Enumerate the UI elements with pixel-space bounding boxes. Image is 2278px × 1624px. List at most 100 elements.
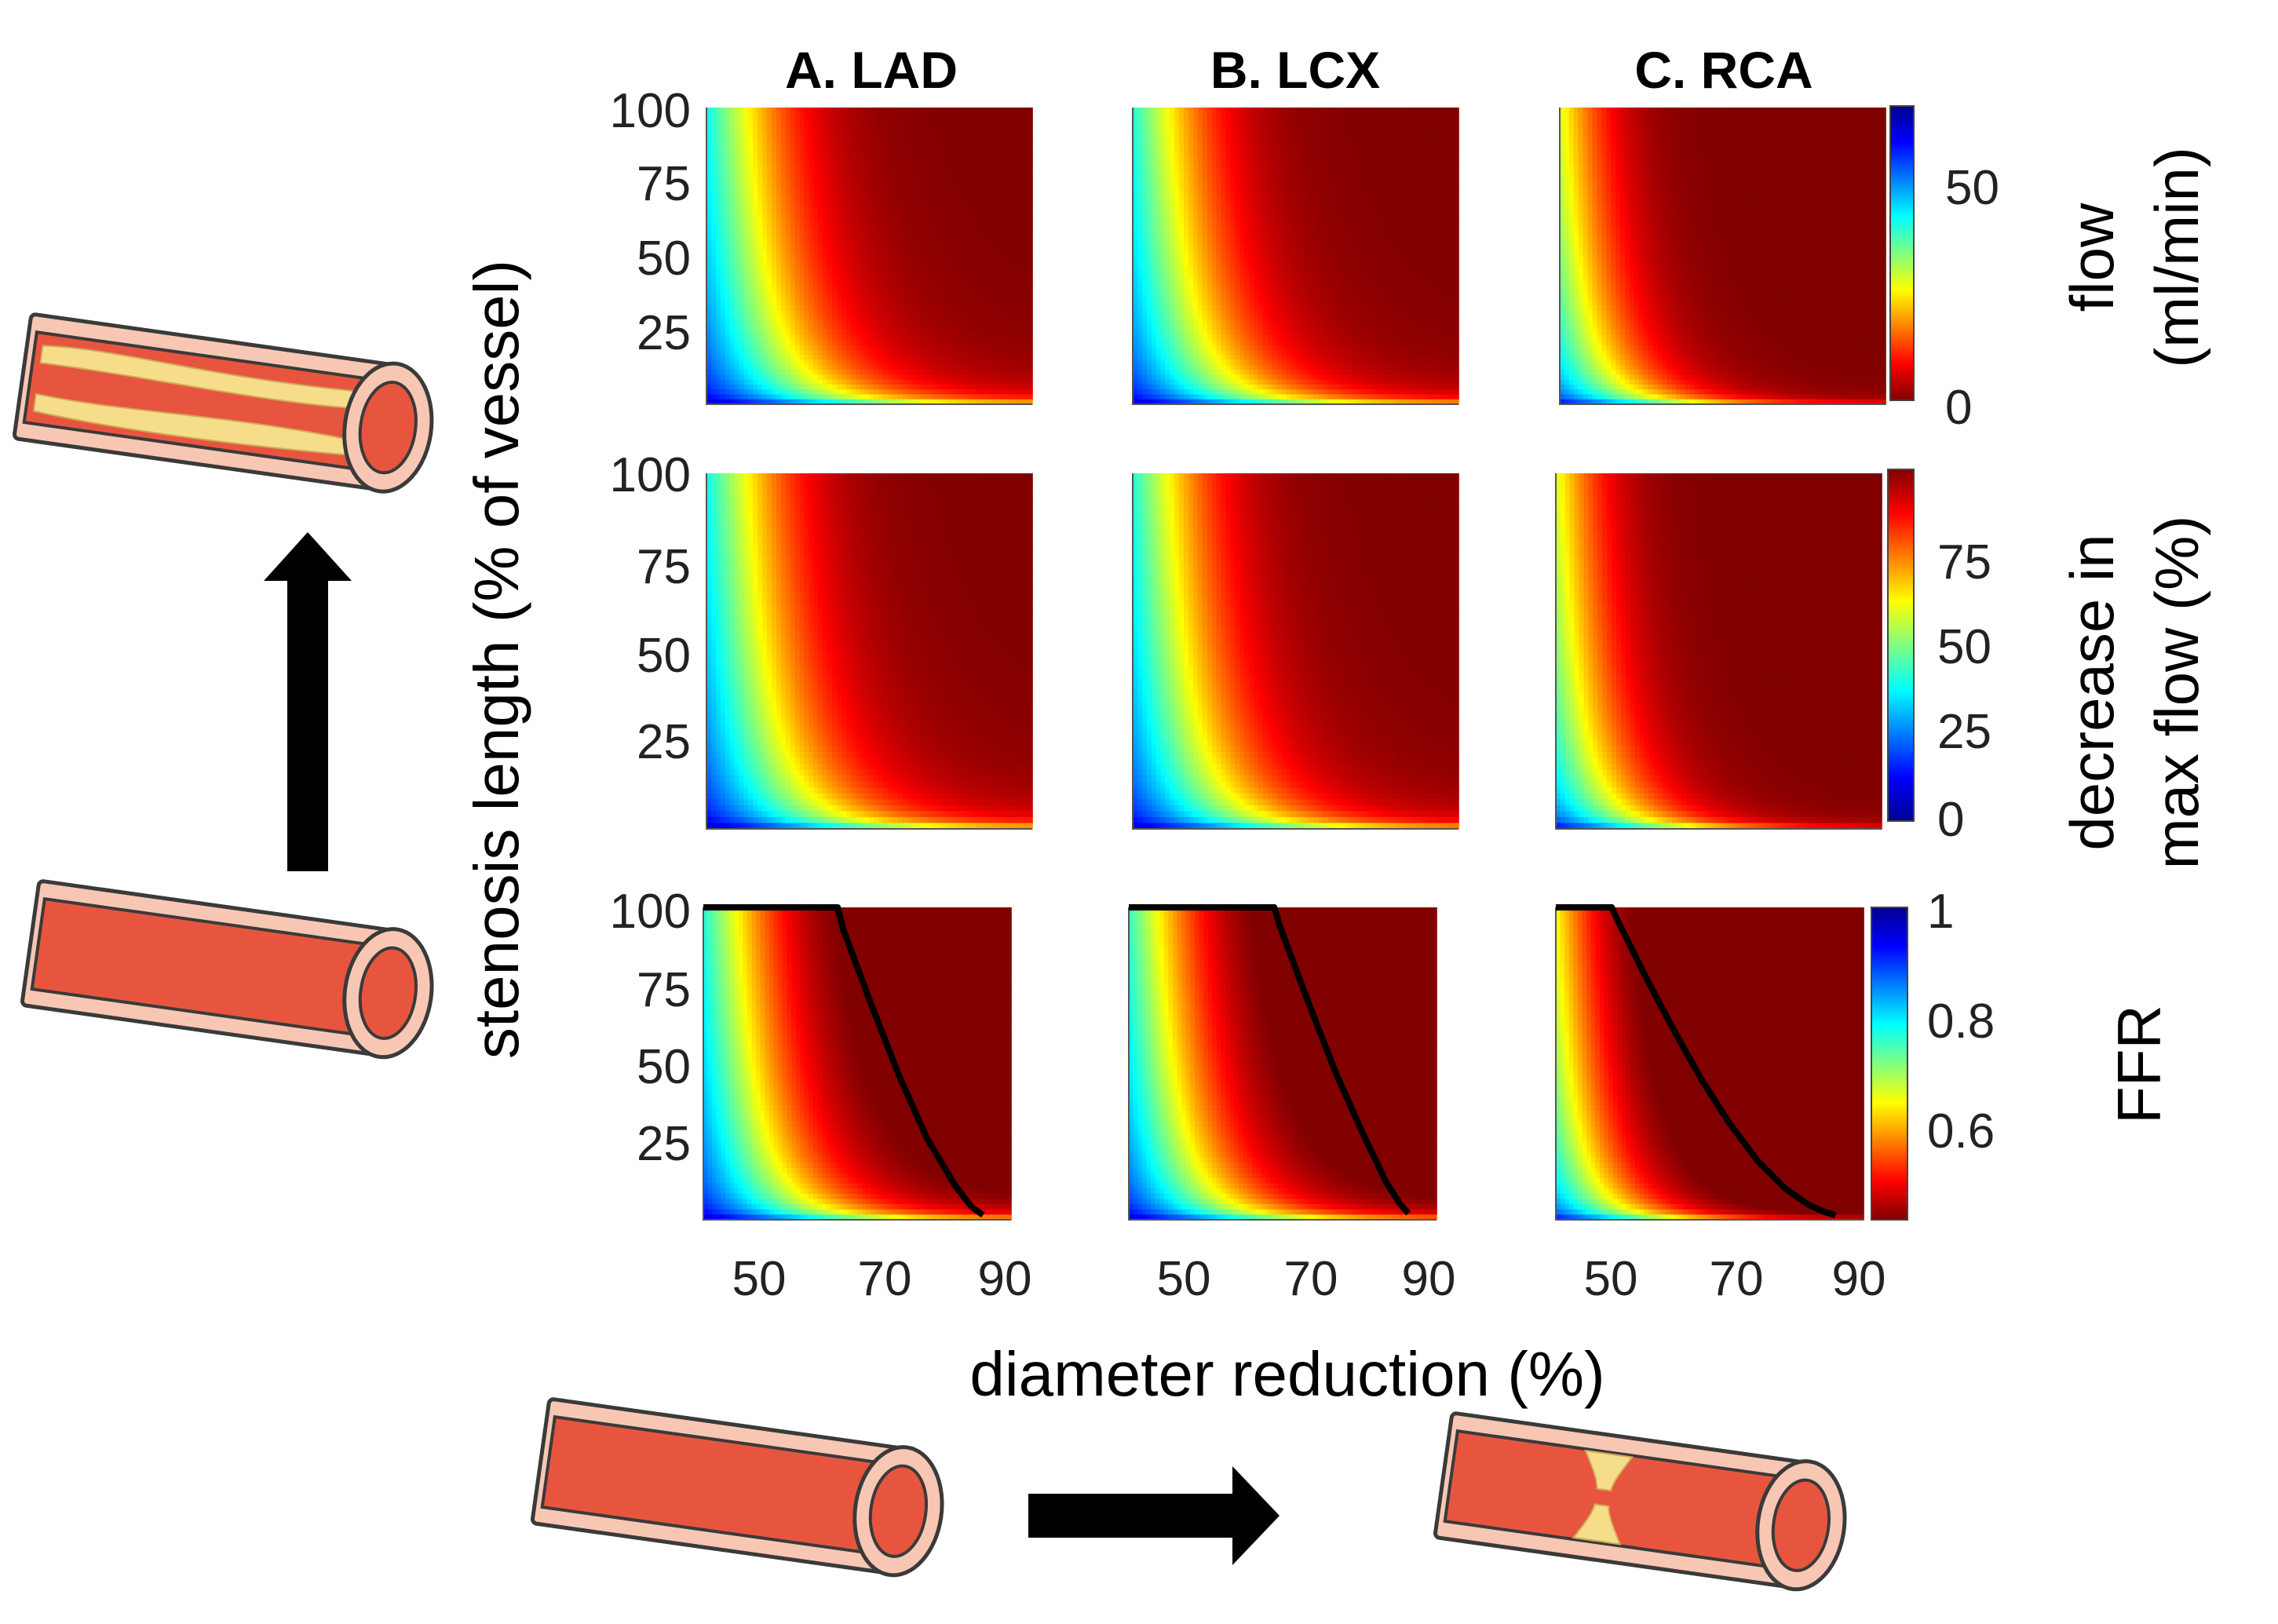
heatmap-cell (874, 345, 880, 351)
heatmap-cell (706, 201, 712, 207)
heatmap-cell (888, 192, 893, 198)
heatmap-cell (753, 177, 759, 183)
heatmap-cell (804, 151, 810, 158)
heatmap-cell (897, 394, 903, 400)
heatmap-cell (1146, 246, 1152, 252)
heatmap-cell (823, 394, 828, 400)
heatmap-cell (809, 181, 815, 188)
heatmap-cell (706, 216, 712, 222)
heatmap-cell (953, 216, 958, 222)
heatmap-cell (1009, 374, 1015, 381)
heatmap-cell (823, 310, 828, 316)
heatmap-cell (967, 211, 973, 217)
heatmap-cell (929, 201, 936, 207)
heatmap-cell (1146, 305, 1152, 312)
heatmap-cell (883, 221, 889, 227)
heatmap-cell (715, 305, 721, 312)
heatmap-cell (1141, 276, 1148, 282)
heatmap-cell (725, 112, 731, 119)
heatmap-cell (1018, 305, 1024, 312)
heatmap-cell (971, 256, 977, 262)
heatmap-cell (832, 369, 838, 375)
heatmap-cell (883, 290, 889, 297)
heatmap-cell (780, 285, 787, 291)
heatmap-cell (883, 211, 889, 217)
heatmap-cell (790, 330, 796, 336)
heatmap-cell (980, 389, 987, 396)
heatmap-cell (897, 261, 903, 267)
heatmap-cell (845, 305, 852, 312)
heatmap-cell (1179, 201, 1185, 207)
heatmap-cell (809, 216, 815, 222)
heatmap-cell (869, 181, 875, 188)
heatmap-cell (1170, 142, 1176, 148)
heatmap-cell (1160, 300, 1166, 306)
heatmap-cell (906, 211, 912, 217)
heatmap-cell (837, 270, 842, 276)
heatmap-cell (837, 147, 842, 153)
heatmap-cell (818, 261, 824, 267)
heatmap-cell (837, 132, 842, 138)
heatmap-cell (915, 226, 922, 232)
heatmap-cell (897, 319, 903, 326)
heatmap-cell (985, 345, 991, 351)
heatmap-cell (915, 265, 922, 272)
heatmap-cell (855, 369, 861, 375)
heatmap-cell (1013, 246, 1020, 252)
heatmap-cell (902, 117, 907, 123)
heatmap-cell (1170, 290, 1176, 297)
heatmap-cell (888, 117, 893, 123)
heatmap-cell (864, 325, 871, 331)
heatmap-cell (855, 132, 861, 138)
heatmap-cell (902, 221, 907, 227)
heatmap-cell (790, 186, 796, 192)
heatmap-cell (893, 379, 898, 385)
heatmap-cell (1170, 196, 1176, 203)
heatmap-cell (897, 186, 903, 192)
heatmap-cell (827, 181, 833, 188)
heatmap-cell (818, 196, 824, 203)
heatmap-cell (893, 112, 898, 119)
heatmap-cell (841, 226, 847, 232)
heatmap-cell (934, 201, 940, 207)
heatmap-cell (785, 226, 791, 232)
heatmap-cell (1165, 147, 1171, 153)
heatmap-cell (706, 261, 712, 267)
heatmap-cell (911, 137, 917, 143)
heatmap-cell (953, 221, 958, 227)
heatmap-cell (785, 166, 791, 173)
heatmap-cell (804, 186, 810, 192)
heatmap-cell (772, 290, 777, 297)
heatmap-cell (715, 270, 721, 276)
heatmap-cell (897, 399, 903, 405)
heatmap-cell (1028, 171, 1033, 177)
heatmap-cell (1155, 211, 1162, 217)
heatmap-cell (850, 147, 856, 153)
heatmap-cell (934, 235, 940, 242)
heatmap-cell (1023, 315, 1028, 321)
heatmap-cell (823, 379, 828, 385)
heatmap-cell (934, 250, 940, 257)
heatmap-cell (1174, 330, 1181, 336)
heatmap-cell (748, 334, 754, 341)
heatmap-cell (860, 157, 866, 163)
heatmap-cell (1184, 147, 1189, 153)
heatmap-cell (920, 389, 926, 396)
heatmap-cell (780, 192, 787, 198)
heatmap-cell (1137, 261, 1143, 267)
heatmap-cell (1018, 226, 1024, 232)
heatmap-cell (897, 241, 903, 247)
heatmap-cell (1179, 137, 1185, 143)
heatmap-cell (1179, 127, 1185, 133)
heatmap-cell (841, 132, 847, 138)
heatmap-cell (725, 226, 731, 232)
heatmap-cell (725, 355, 731, 361)
heatmap-cell (837, 399, 842, 405)
heatmap-cell (958, 196, 963, 203)
heatmap-cell (1151, 384, 1157, 390)
heatmap-cell (850, 355, 856, 361)
heatmap-cell (818, 201, 824, 207)
heatmap-cell (999, 122, 1006, 128)
heatmap-cell (758, 265, 763, 272)
heatmap-cell (985, 231, 991, 237)
